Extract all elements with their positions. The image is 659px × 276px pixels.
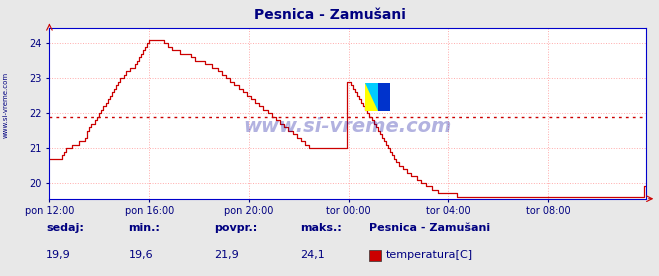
Text: min.:: min.:: [129, 223, 160, 233]
Bar: [365, 83, 378, 112]
Text: 21,9: 21,9: [214, 250, 239, 260]
Bar: [378, 83, 390, 112]
Text: www.si-vreme.com: www.si-vreme.com: [243, 117, 452, 136]
Text: 24,1: 24,1: [300, 250, 325, 260]
Text: temperatura[C]: temperatura[C]: [386, 250, 473, 260]
Text: Pesnica - Zamušani: Pesnica - Zamušani: [254, 8, 405, 22]
Text: www.si-vreme.com: www.si-vreme.com: [2, 72, 9, 138]
Text: sedaj:: sedaj:: [46, 223, 84, 233]
Text: maks.:: maks.:: [300, 223, 341, 233]
Text: povpr.:: povpr.:: [214, 223, 258, 233]
Text: Pesnica - Zamušani: Pesnica - Zamušani: [369, 223, 490, 233]
Polygon shape: [365, 83, 378, 112]
Text: 19,9: 19,9: [46, 250, 71, 260]
Text: 19,6: 19,6: [129, 250, 153, 260]
